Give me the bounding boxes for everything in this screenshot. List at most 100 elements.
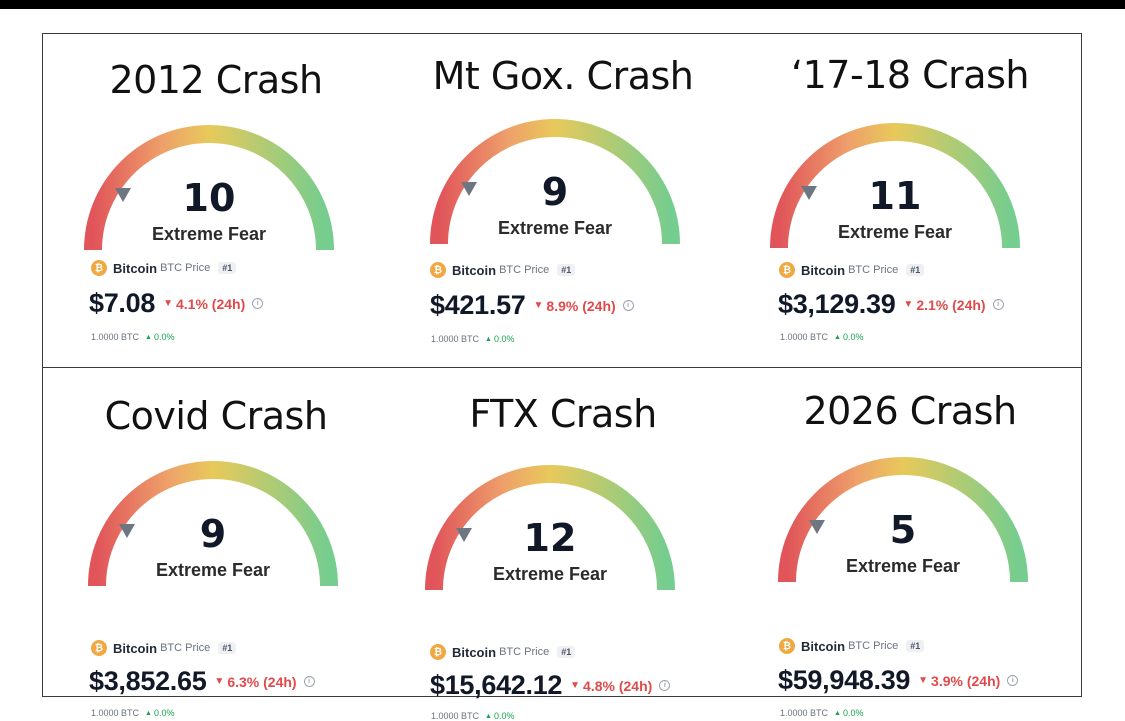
gauge-arc	[770, 123, 1020, 249]
gauge-arc-band	[425, 465, 675, 591]
price-change: ▼ 4.1% (24h)	[163, 296, 245, 312]
gauge-arc-band	[88, 461, 338, 587]
info-icon[interactable]: i	[622, 300, 634, 311]
gauge-arc-band	[84, 125, 334, 251]
bitcoin-icon: ₿	[779, 638, 795, 654]
panel-2026-crash: 2026 Crash 5 Extreme Fear ₿ Bitcoin BTC …	[737, 368, 1083, 718]
coin-sub: BTC Price	[499, 264, 550, 276]
sub-change-value: 0.0%	[493, 711, 515, 721]
gauge-arc	[778, 457, 1028, 583]
change-value: 4.8% (24h)	[583, 677, 653, 694]
bitcoin-icon: ₿	[430, 262, 446, 278]
sub-amount: 1.0000 BTC	[91, 332, 140, 342]
sub-amount: 1.0000 BTC	[91, 708, 140, 718]
coin-sub: BTC Price	[848, 640, 899, 652]
info-icon[interactable]: i	[1007, 675, 1019, 686]
price-row: $3,852.65 ▼ 6.3% (24h) i	[89, 666, 315, 697]
sub-amount: 1.0000 BTC	[780, 708, 829, 718]
panel-title: Mt Gox. Crash	[432, 54, 694, 98]
gauge-label: Extreme Fear	[845, 556, 961, 576]
gauge-pointer-icon	[461, 182, 477, 196]
panel-title: Covid Crash	[104, 394, 328, 438]
coin-name: Bitcoin	[452, 644, 497, 660]
down-triangle-icon: ▼	[214, 676, 225, 687]
coin-name: Bitcoin	[113, 260, 158, 276]
coin-sub: BTC Price	[160, 262, 211, 274]
gauge-pointer-icon	[801, 186, 817, 200]
coin-row: ₿ Bitcoin BTC Price #1	[779, 260, 925, 280]
rank-badge: #1	[906, 640, 925, 652]
gauge-value: 9	[541, 170, 569, 214]
price: $3,852.65	[89, 666, 207, 696]
coin-row: ₿ Bitcoin BTC Price #1	[430, 642, 576, 662]
up-triangle-icon: ▲	[834, 333, 841, 341]
price: $15,642.12	[430, 670, 563, 700]
price: $7.08	[89, 288, 156, 318]
up-triangle-icon: ▲	[485, 712, 492, 720]
coin-row: ₿ Bitcoin BTC Price #1	[91, 258, 237, 278]
coin-row: ₿ Bitcoin BTC Price #1	[91, 638, 237, 658]
fear-greed-gauge: 10 Extreme Fear	[79, 120, 339, 260]
sub-change: ▲ 0.0%	[485, 711, 514, 721]
bitcoin-icon: ₿	[430, 644, 446, 660]
up-triangle-icon: ▲	[485, 335, 492, 343]
bitcoin-icon: ₿	[91, 260, 107, 276]
info-icon[interactable]: i	[992, 299, 1004, 310]
coin-name: Bitcoin	[113, 640, 158, 656]
down-triangle-icon: ▼	[918, 675, 929, 686]
panel-title: 2012 Crash	[109, 58, 323, 102]
down-triangle-icon: ▼	[533, 300, 544, 311]
coin-sub: BTC Price	[160, 642, 211, 654]
sub-row: 1.0000 BTC ▲ 0.0%	[780, 332, 863, 342]
gauge-value: 5	[889, 508, 917, 552]
price: $3,129.39	[778, 289, 896, 319]
price-row: $7.08 ▼ 4.1% (24h) i	[89, 288, 264, 319]
gauge-value: 10	[182, 176, 236, 220]
sub-change-value: 0.0%	[842, 708, 864, 718]
gauge-pointer-icon	[115, 188, 131, 202]
gauge-label: Extreme Fear	[837, 222, 953, 242]
gauge-pointer-icon	[809, 520, 825, 534]
rank-badge: #1	[218, 262, 237, 274]
sub-amount: 1.0000 BTC	[431, 711, 480, 721]
panel-covid-crash: Covid Crash 9 Extreme Fear ₿ Bitcoin BTC…	[43, 368, 389, 718]
price-row: $421.57 ▼ 8.9% (24h) i	[430, 290, 634, 321]
coin-sub: BTC Price	[499, 646, 550, 658]
price-change: ▼ 4.8% (24h)	[570, 678, 652, 694]
gauge-arc	[425, 465, 675, 591]
coin-name: Bitcoin	[801, 638, 846, 654]
price-change: ▼ 8.9% (24h)	[534, 298, 616, 314]
gauge-label: Extreme Fear	[492, 564, 608, 584]
info-icon[interactable]: i	[659, 680, 671, 691]
coin-name: Bitcoin	[801, 262, 846, 278]
fear-greed-gauge: 5 Extreme Fear	[773, 452, 1033, 592]
sub-change: ▲ 0.0%	[145, 332, 174, 342]
sub-row: 1.0000 BTC ▲ 0.0%	[431, 711, 514, 721]
coin-name: Bitcoin	[452, 262, 497, 278]
coin-row: ₿ Bitcoin BTC Price #1	[430, 260, 576, 280]
sub-change: ▲ 0.0%	[834, 332, 863, 342]
price-row: $15,642.12 ▼ 4.8% (24h) i	[430, 670, 671, 701]
rank-badge: #1	[557, 264, 576, 276]
gauge-arc	[84, 125, 334, 251]
row-divider	[43, 367, 1081, 368]
gauge-pointer-icon	[119, 524, 135, 538]
fear-greed-gauge: 11 Extreme Fear	[765, 118, 1025, 258]
gauge-arc	[88, 461, 338, 587]
change-value: 2.1% (24h)	[916, 296, 986, 313]
crash-comparison-grid: 2012 Crash 10 Extreme Fear ₿ Bitcoin BTC…	[42, 33, 1083, 721]
info-icon[interactable]: i	[252, 298, 264, 309]
bitcoin-icon: ₿	[779, 262, 795, 278]
up-triangle-icon: ▲	[145, 709, 152, 717]
sub-amount: 1.0000 BTC	[431, 334, 480, 344]
gauge-arc-band	[778, 457, 1028, 583]
sub-amount: 1.0000 BTC	[780, 332, 829, 342]
up-triangle-icon: ▲	[145, 333, 152, 341]
rank-badge: #1	[557, 646, 576, 658]
sub-row: 1.0000 BTC ▲ 0.0%	[431, 334, 514, 344]
change-value: 3.9% (24h)	[931, 672, 1001, 689]
info-icon[interactable]: i	[303, 676, 315, 687]
sub-change: ▲ 0.0%	[834, 708, 863, 718]
sub-change: ▲ 0.0%	[145, 708, 174, 718]
panel-title: 2026 Crash	[803, 389, 1017, 433]
